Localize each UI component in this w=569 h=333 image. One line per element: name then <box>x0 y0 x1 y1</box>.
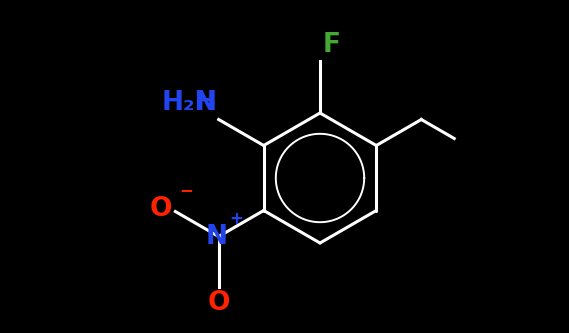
Text: N: N <box>205 223 228 249</box>
Text: O: O <box>208 290 230 316</box>
Text: F: F <box>323 32 341 58</box>
Text: −: − <box>179 181 193 199</box>
Text: O: O <box>150 196 172 222</box>
Text: H₂N: H₂N <box>161 91 217 117</box>
Text: +: + <box>230 209 244 227</box>
Text: H: H <box>195 91 217 117</box>
